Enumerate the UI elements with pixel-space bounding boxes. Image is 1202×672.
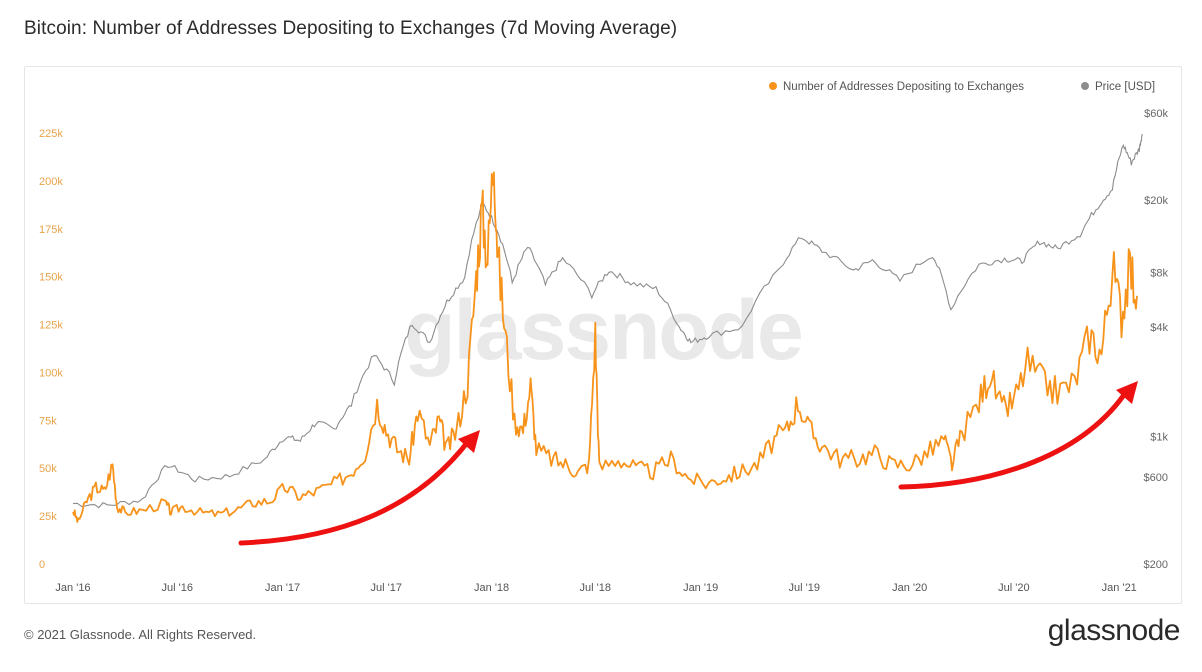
arrow-left-head xyxy=(458,430,480,453)
x-tick-label: Jul '17 xyxy=(371,582,402,594)
right-tick-label: $20k xyxy=(1144,195,1168,207)
legend-swatch xyxy=(1081,82,1089,90)
right-tick-label: $1k xyxy=(1150,432,1168,444)
legend-swatch xyxy=(769,82,777,90)
right-tick-label: $200 xyxy=(1144,559,1168,571)
left-tick-label: 75k xyxy=(39,415,57,427)
x-tick-label: Jul '20 xyxy=(998,582,1029,594)
x-axis-ticks: Jan '16 Jul '16 Jan '17 Jul '17 Jan '18 Jul '… xyxy=(55,582,1136,594)
x-tick-label: Jan '18 xyxy=(474,582,509,594)
series-layer xyxy=(72,133,1143,523)
x-tick-label: Jan '16 xyxy=(55,582,90,594)
left-tick-label: 200k xyxy=(39,176,63,188)
left-tick-label: 225k xyxy=(39,128,63,140)
chart-svg: glassnode Number of Addresses Depositing… xyxy=(39,81,1169,594)
x-tick-label: Jul '19 xyxy=(789,582,820,594)
x-tick-label: Jul '18 xyxy=(580,582,611,594)
price-series-line xyxy=(72,133,1143,509)
arrow-right-head xyxy=(1116,381,1138,404)
left-tick-label: 125k xyxy=(39,320,63,332)
arrow-right-curve xyxy=(898,386,1131,490)
right-tick-label: $4k xyxy=(1150,322,1168,334)
brand-logo: glassnode xyxy=(1047,614,1181,647)
left-tick-label: 175k xyxy=(39,224,63,236)
watermark: glassnode xyxy=(404,283,801,377)
right-axis-ticks: $200 $600 $1k $4k $8k $20k $60k xyxy=(1144,108,1169,571)
legend-label: Price [USD] xyxy=(1095,81,1155,93)
left-tick-label: 150k xyxy=(39,272,63,284)
copyright-text: © 2021 Glassnode. All Rights Reserved. xyxy=(24,627,257,642)
chart-panel: glassnode Number of Addresses Depositing… xyxy=(24,66,1182,604)
chart-title: Bitcoin: Number of Addresses Depositing … xyxy=(24,18,678,39)
x-tick-label: Jul '16 xyxy=(161,582,192,594)
addresses-series-line xyxy=(72,171,1138,523)
x-tick-label: Jan '17 xyxy=(265,582,300,594)
left-tick-label: 50k xyxy=(39,463,57,475)
left-tick-label: 0 xyxy=(39,559,45,571)
legend: Number of Addresses Depositing to Exchan… xyxy=(769,81,1155,93)
arrow-left-curve xyxy=(238,436,473,546)
left-axis-ticks: 0 25k 50k 75k 100k 125k 150k 175k 200k 225k xyxy=(39,128,63,571)
right-tick-label: $8k xyxy=(1150,267,1168,279)
x-tick-label: Jan '21 xyxy=(1102,582,1137,594)
left-tick-label: 25k xyxy=(39,511,57,523)
x-tick-label: Jan '19 xyxy=(683,582,718,594)
legend-label: Number of Addresses Depositing to Exchan… xyxy=(783,81,1024,93)
right-tick-label: $60k xyxy=(1144,108,1168,120)
left-tick-label: 100k xyxy=(39,367,63,379)
annotation-arrows xyxy=(238,381,1138,546)
x-tick-label: Jan '20 xyxy=(892,582,927,594)
right-tick-label: $600 xyxy=(1144,472,1168,484)
